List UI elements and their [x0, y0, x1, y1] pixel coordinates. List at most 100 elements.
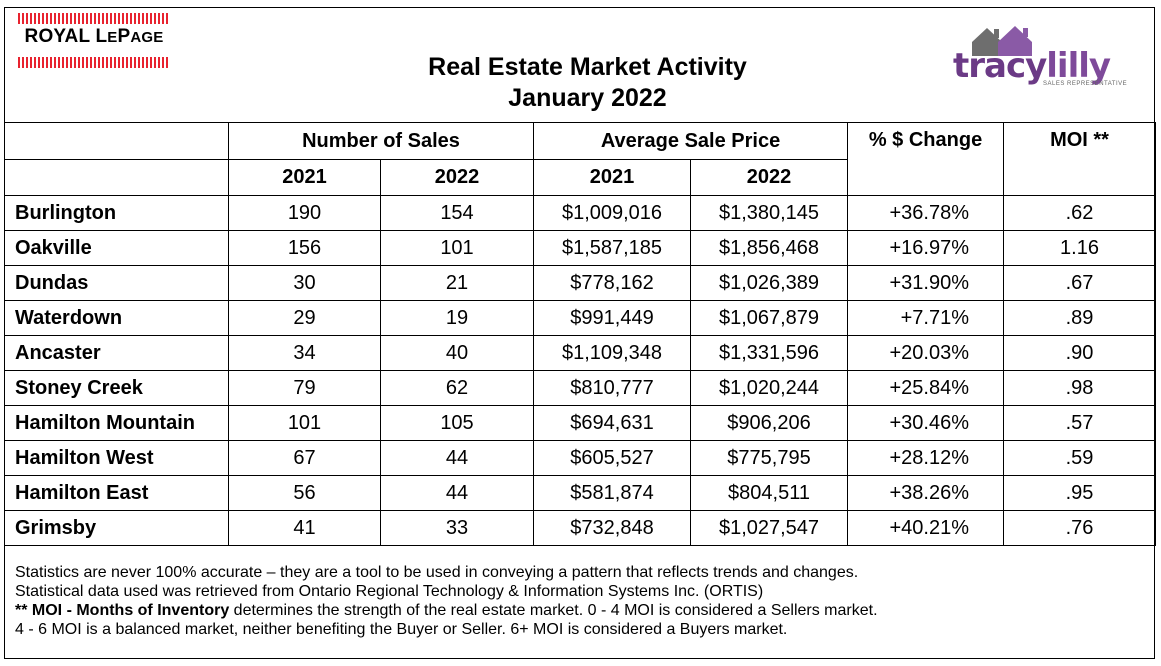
note-moi-definition: ** MOI - Months of Inventory [15, 602, 230, 619]
market-activity-table: Number of Sales Average Sale Price % $ C… [4, 122, 1157, 546]
city-name-cell: Stoney Creek [4, 370, 229, 406]
brand-tagline: SALES REPRESENTATIVE [1043, 81, 1128, 87]
city-name-cell: Ancaster [4, 335, 229, 371]
sales-2021-cell: 67 [228, 440, 381, 476]
price-2022-cell: $1,331,596 [690, 335, 849, 371]
title-line-1: Real Estate Market Activity [428, 53, 747, 81]
tracylilly-wordmark: tracylilly [953, 46, 1111, 86]
price-2021-cell: $732,848 [533, 510, 692, 546]
sales-2022-cell: 44 [379, 440, 535, 476]
sales-2022-cell: 105 [379, 405, 535, 441]
sales-2021-cell: 56 [228, 475, 381, 511]
moi-cell: 1.16 [1003, 230, 1157, 266]
table-row: Ancaster 34 40 $1,109,348 $1,331,596 +20.03%.… [4, 335, 1157, 371]
logo-letter-p: P [117, 26, 131, 47]
header-empty-cell [4, 159, 229, 196]
moi-cell: .57 [1003, 405, 1157, 441]
sales-2021-cell: 41 [228, 510, 381, 546]
logo-word-royal: ROYAL [24, 26, 90, 47]
logo-wordmark: ROYAL LEPAGE [18, 26, 170, 48]
percent-change-cell: +30.46% [847, 405, 1005, 441]
price-2021-cell: $778,162 [533, 265, 692, 301]
header-percent-change: % $ Change [847, 122, 1005, 196]
sales-2022-cell: 62 [379, 370, 535, 406]
price-2022-cell: $804,511 [690, 475, 849, 511]
brand-tracy: tracy [953, 46, 1047, 86]
price-2022-cell: $1,380,145 [690, 195, 849, 231]
logo-stripe-bottom [18, 57, 170, 68]
brand-lilly: lilly [1046, 46, 1111, 86]
table-row: Grimsby 41 33 $732,848 $1,027,547 +40.21% .76 [4, 510, 1157, 546]
price-2022-cell: $1,027,547 [690, 510, 849, 546]
house-icon [972, 26, 1032, 56]
city-name-cell: Hamilton East [4, 475, 229, 511]
table-body: Burlington 190 154 $1,009,016 $1,380,145 +36.… [4, 195, 1157, 546]
sales-2022-cell: 33 [379, 510, 535, 546]
sales-2021-cell: 30 [228, 265, 381, 301]
sales-2022-cell: 44 [379, 475, 535, 511]
title-line-2: January 2022 [508, 84, 667, 112]
price-2021-cell: $1,109,348 [533, 335, 692, 371]
footnotes: Statistics are never 100% accurate – the… [15, 563, 1135, 639]
moi-cell: .98 [1003, 370, 1157, 406]
table-row: Oakville 156 101 $1,587,185 $1,856,468 +16.97… [4, 230, 1157, 266]
table-row: Hamilton Mountain 101 105 $694,631 $906,206 +… [4, 405, 1157, 441]
percent-change-cell: +7.71% [847, 300, 1005, 336]
moi-cell: .76 [1003, 510, 1157, 546]
note-line-3: ** MOI - Months of Inventory determines … [15, 601, 1135, 620]
table-row: Dundas 30 21 $778,162 $1,026,389 +31.90% .67 [4, 265, 1157, 301]
price-2022-cell: $1,856,468 [690, 230, 849, 266]
moi-cell: .89 [1003, 300, 1157, 336]
moi-cell: .90 [1003, 335, 1157, 371]
city-name-cell: Burlington [4, 195, 229, 231]
sales-2021-cell: 190 [228, 195, 381, 231]
percent-change-cell: +36.78% [847, 195, 1005, 231]
header-average-sale-price: Average Sale Price [533, 122, 849, 160]
header-price-2021: 2021 [533, 159, 692, 196]
table-row: Hamilton West 67 44 $605,527 $775,795 +28.12%… [4, 440, 1157, 476]
table-row: Burlington 190 154 $1,009,016 $1,380,145 +36.… [4, 195, 1157, 231]
header-row-years: 2021 2022 2021 2022 [4, 159, 1156, 196]
logo-letter-l: L [95, 26, 108, 47]
table-row: Stoney Creek 79 62 $810,777 $1,020,244 +25.84… [4, 370, 1157, 406]
percent-change-cell: +38.26% [847, 475, 1005, 511]
note-line-1: Statistics are never 100% accurate – the… [15, 564, 859, 581]
header-price-2022: 2022 [690, 159, 849, 196]
city-name-cell: Oakville [4, 230, 229, 266]
logo-letters-age: AGE [130, 29, 164, 46]
table-row: Waterdown 29 19 $991,449 $1,067,879 +7.71% .89 [4, 300, 1157, 336]
note-line-2: Statistical data used was retrieved from… [15, 583, 764, 600]
note-moi-rest: determines the strength of the real esta… [229, 602, 878, 619]
moi-cell: .95 [1003, 475, 1157, 511]
sales-2022-cell: 154 [379, 195, 535, 231]
city-name-cell: Waterdown [4, 300, 229, 336]
city-name-cell: Grimsby [4, 510, 229, 546]
note-line-4: 4 - 6 MOI is a balanced market, neither … [15, 621, 788, 638]
sales-2021-cell: 101 [228, 405, 381, 441]
sales-2021-cell: 79 [228, 370, 381, 406]
header-sales-2022: 2022 [379, 159, 535, 196]
report-title: Real Estate Market Activity January 2022 [340, 52, 835, 114]
sales-2021-cell: 29 [228, 300, 381, 336]
percent-change-cell: +31.90% [847, 265, 1005, 301]
price-2022-cell: $1,067,879 [690, 300, 849, 336]
moi-cell: .62 [1003, 195, 1157, 231]
percent-change-cell: +28.12% [847, 440, 1005, 476]
percent-change-cell: +16.97% [847, 230, 1005, 266]
header-row-groups: Number of Sales Average Sale Price % $ C… [4, 122, 1157, 196]
header-empty-cell [4, 122, 229, 160]
city-name-cell: Hamilton West [4, 440, 229, 476]
logo-letter-e: E [107, 29, 118, 46]
price-2021-cell: $810,777 [533, 370, 692, 406]
price-2021-cell: $1,587,185 [533, 230, 692, 266]
price-2021-cell: $694,631 [533, 405, 692, 441]
tracylilly-logo: tracylilly SALES REPRESENTATIVE [925, 18, 1145, 106]
price-2021-cell: $1,009,016 [533, 195, 692, 231]
sales-2022-cell: 19 [379, 300, 535, 336]
header-number-of-sales: Number of Sales [227, 122, 535, 160]
price-2021-cell: $991,449 [533, 300, 692, 336]
price-2022-cell: $1,026,389 [690, 265, 849, 301]
price-2022-cell: $1,020,244 [690, 370, 849, 406]
moi-cell: .67 [1003, 265, 1157, 301]
percent-change-cell: +40.21% [847, 510, 1005, 546]
